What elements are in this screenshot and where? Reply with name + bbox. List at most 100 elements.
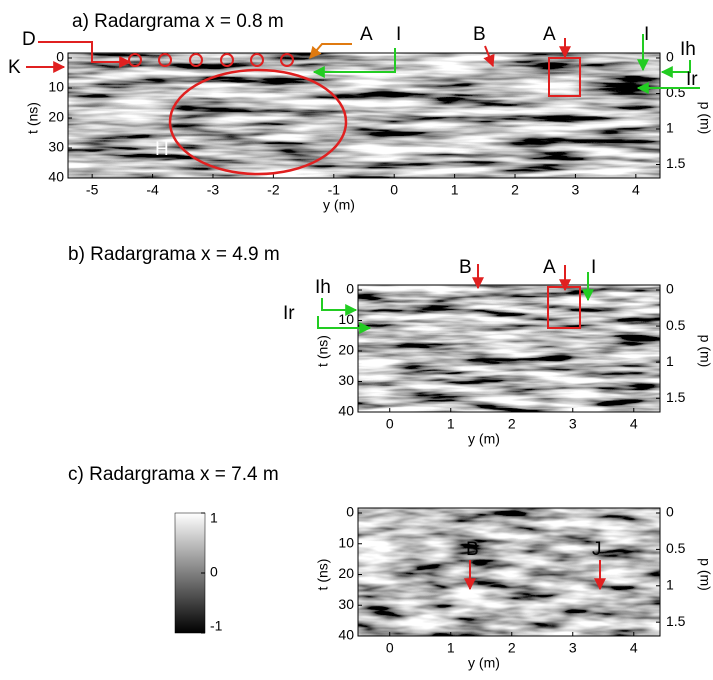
annotation-label: Ih [680,39,696,60]
plot-frame [357,507,661,637]
hyperbola-zone [168,68,348,176]
annotation-arrow [312,48,396,78]
y-tick-label: 20 [338,565,354,581]
annotation-label: A [360,24,373,45]
y2-tick-label: 1.5 [666,389,686,405]
annotation-arrow [309,43,352,59]
y-tick-label: 40 [338,627,354,643]
y-tick-label: 10 [338,311,354,327]
annotation-label: Ir [283,303,295,324]
annotation-label: A [543,24,556,45]
panel-title: b) Radargrama x = 4.9 m [68,244,280,265]
colorbar-tick-label: -1 [210,618,223,634]
x-tick-label: 0 [386,416,394,432]
x-axis-label: y (m) [468,431,500,447]
annotation-label: D [22,29,36,50]
x-tick-label: 1 [447,640,455,656]
annotation-label: J [592,539,602,560]
annotation-arrow [317,316,372,334]
y2-tick-label: 0.5 [666,84,686,100]
annotation-label: B [459,257,472,278]
y-tick-label: 0 [346,504,354,520]
plot-frame [357,284,661,413]
panel-title: a) Radargrama x = 0.8 m [72,11,284,32]
y-tick-label: 20 [48,109,64,125]
y2-tick-label: 0.5 [666,317,686,333]
annotation-arrow [660,60,691,78]
y-tick-label: 30 [48,139,64,155]
plot-frame [67,52,661,179]
annotation-label: A [543,257,556,278]
x-tick-label: -4 [146,182,159,198]
annotation-label: B [473,24,486,45]
x-tick-label: 0 [390,182,398,198]
radargram-image [358,508,660,636]
annotation-label: K [8,57,21,78]
x-tick-label: 4 [630,416,638,432]
x-tick-label: 4 [632,182,640,198]
marker-circle [189,53,203,67]
annotation-arrow [38,41,132,68]
annotation-label: Ih [315,277,331,298]
marker-circle [280,53,294,67]
marker-circle [250,53,264,67]
y2-tick-label: 1 [666,120,674,136]
y2-tick-label: 0 [666,49,674,65]
annotation-label: I [591,257,596,278]
y-axis-label: t (ns) [315,335,331,367]
y2-axis-label: p (m) [697,102,713,135]
y2-tick-label: 1 [666,353,674,369]
panel-title: c) Radargrama x = 7.4 m [68,464,279,485]
y-tick-label: 30 [338,372,354,388]
x-tick-label: 2 [508,640,516,656]
y-axis-label: t (ns) [315,559,331,591]
annotation-label: H [155,139,169,160]
y-axis-label: t (ns) [25,102,41,134]
marker-circle [158,53,172,67]
y2-tick-label: 0 [666,504,674,520]
x-tick-label: 4 [630,640,638,656]
y2-tick-label: 0.5 [666,540,686,556]
x-axis-label: y (m) [323,197,355,213]
y2-axis-label: p (m) [697,558,713,591]
y-tick-label: 30 [338,596,354,612]
marker-circle [220,53,234,67]
annotation-label: Ir [686,69,698,90]
y-tick-label: 40 [48,169,64,185]
radargram-image [358,285,660,412]
colorbar-tick-label: 1 [210,510,218,526]
x-tick-label: 2 [511,182,519,198]
y-tick-label: 20 [338,342,354,358]
y2-axis-label: p (m) [697,335,713,368]
x-tick-label: 3 [572,182,580,198]
y-tick-label: 10 [48,79,64,95]
annotation-label: I [396,24,401,45]
y-tick-label: 40 [338,403,354,419]
x-tick-label: -3 [207,182,220,198]
annotation-arrow [483,45,495,68]
annotation-label: B [466,539,479,560]
annotation-arrow [321,298,358,316]
x-tick-label: -1 [328,182,341,198]
x-axis-label: y (m) [468,655,500,671]
y-tick-label: 0 [56,49,64,65]
radargram-image [68,53,660,178]
x-tick-label: -2 [267,182,280,198]
x-tick-label: 1 [447,416,455,432]
x-tick-label: 0 [386,640,394,656]
y2-tick-label: 1 [666,576,674,592]
y2-tick-label: 0 [666,281,674,297]
x-tick-label: 3 [569,416,577,432]
y2-tick-label: 1.5 [666,155,686,171]
annotation-label: I [644,24,649,45]
y2-tick-label: 1.5 [666,613,686,629]
y-tick-label: 10 [338,534,354,550]
colorbar-tick-label: 0 [210,564,218,580]
x-tick-label: 1 [451,182,459,198]
y-tick-label: 0 [346,281,354,297]
x-tick-label: -5 [86,182,99,198]
x-tick-label: 3 [569,640,577,656]
x-tick-label: 2 [508,416,516,432]
colorbar [174,512,206,634]
